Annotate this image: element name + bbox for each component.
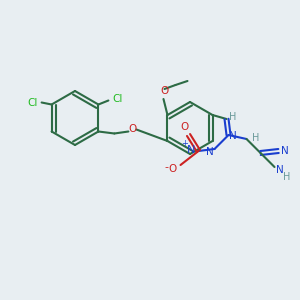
Text: Cl: Cl [27,98,38,107]
Text: O: O [160,86,169,96]
Text: N: N [229,131,236,141]
Text: H: H [252,133,259,143]
Text: O: O [168,164,177,174]
Text: H: H [283,172,290,182]
Text: H: H [229,112,236,122]
Text: O: O [128,124,136,134]
Text: Cl: Cl [112,94,123,103]
Text: -: - [164,162,169,172]
Text: +: + [181,139,188,148]
Text: O: O [180,122,189,132]
Text: N: N [276,165,283,175]
Text: N: N [206,147,213,157]
Text: N: N [187,145,196,155]
Text: N: N [280,146,288,156]
